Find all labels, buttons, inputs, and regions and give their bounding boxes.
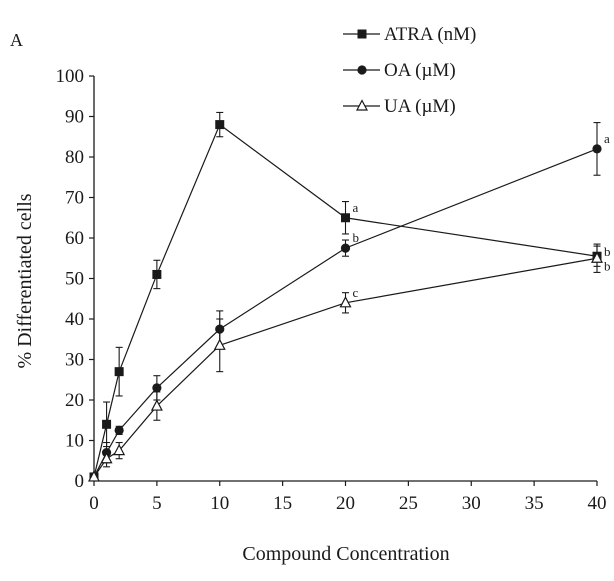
data-point <box>341 213 350 223</box>
significance-letter: b <box>353 230 360 245</box>
legend-marker <box>357 29 367 39</box>
significance-letter: b <box>604 258 611 273</box>
series-line <box>93 257 598 478</box>
legend-marker <box>356 99 368 111</box>
y-tick-label: 50 <box>65 269 84 290</box>
x-tick-label: 35 <box>525 493 544 514</box>
y-axis-title: % Differentiated cells <box>14 193 36 368</box>
axes: 0 10 20 30 40 50 60 70 80 90 100 0 5 10 15 20 25 30 35 40 <box>56 66 607 514</box>
legend-label: OA (µM) <box>384 60 456 81</box>
x-tick-label: 20 <box>336 493 355 514</box>
series-layer <box>88 111 603 482</box>
data-point <box>591 251 603 263</box>
data-point <box>215 120 225 130</box>
legend-marker <box>357 65 367 75</box>
data-point <box>213 338 226 350</box>
x-tick-label: 5 <box>152 493 162 514</box>
y-tick-label: 100 <box>56 66 85 87</box>
data-point <box>114 367 124 377</box>
data-point <box>340 243 351 253</box>
x-axis-title: Compound Concentration <box>242 543 449 565</box>
y-tick-label: 20 <box>65 390 84 411</box>
data-point <box>113 443 126 456</box>
x-tick-label: 0 <box>89 493 99 514</box>
significance-letter: a <box>353 200 359 215</box>
y-tick-label: 70 <box>65 188 84 209</box>
significance-letter: b <box>604 244 611 259</box>
legend-label: UA (µM) <box>384 96 456 117</box>
y-tick-label: 0 <box>75 471 85 492</box>
x-tick-label: 40 <box>588 493 607 514</box>
significance-letter: c <box>353 285 359 300</box>
data-point <box>339 296 352 308</box>
data-point <box>592 144 602 154</box>
y-tick-label: 60 <box>65 228 84 249</box>
series-2 <box>88 243 603 482</box>
legend: ATRA (nM) OA (µM) UA (µM) <box>343 24 476 117</box>
y-tick-label: 10 <box>65 431 84 452</box>
data-point <box>88 470 100 482</box>
data-point <box>152 269 162 279</box>
legend-label: ATRA (nM) <box>384 24 476 45</box>
x-tick-label: 10 <box>210 493 229 514</box>
y-tick-label: 40 <box>65 309 84 330</box>
data-point <box>102 419 112 429</box>
y-tick-label: 30 <box>65 350 84 371</box>
x-tick-label: 30 <box>462 493 481 514</box>
panel-label: A <box>10 30 23 50</box>
data-point <box>100 451 113 464</box>
data-point <box>152 383 162 393</box>
x-tick-label: 25 <box>399 493 418 514</box>
significance-letter: a <box>604 131 610 146</box>
data-point <box>150 399 163 411</box>
data-point <box>114 425 124 435</box>
x-tick-label: 15 <box>273 493 292 514</box>
y-tick-label: 90 <box>65 107 84 128</box>
y-tick-label: 80 <box>65 147 84 168</box>
